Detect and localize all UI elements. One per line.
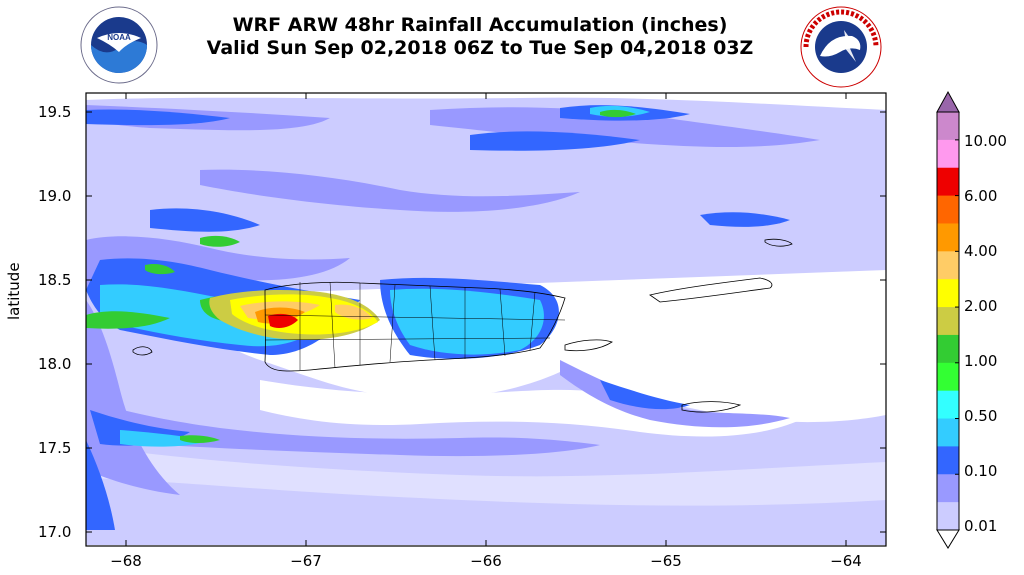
title-line-2: Valid Sun Sep 02,2018 06Z to Tue Sep 04,…	[206, 37, 754, 59]
y-tick-label: 19.0	[38, 187, 72, 205]
colorbar-extend-bottom	[936, 529, 960, 549]
colorbar-label: 6.00	[964, 187, 998, 205]
y-tick-label: 18.0	[38, 355, 72, 373]
y-tick-label: 19.5	[38, 103, 72, 121]
x-tick-label: −66	[470, 552, 502, 570]
x-tick-label: −64	[830, 552, 862, 570]
colorbar-segment	[937, 474, 959, 503]
colorbar-segment	[937, 334, 959, 364]
y-tick-label: 17.5	[38, 439, 72, 457]
vieques-outline	[564, 339, 613, 352]
colorbar-label: 4.00	[964, 242, 998, 260]
municipal-grid	[264, 281, 566, 370]
coastlines	[132, 238, 793, 413]
colorbar-segment	[937, 112, 959, 141]
colorbar-segment	[937, 502, 959, 531]
x-tick-marks	[125, 93, 847, 546]
colorbar-segment	[937, 446, 959, 475]
x-tick-label: −68	[110, 552, 142, 570]
colorbar-segment	[937, 418, 959, 447]
x-tick-label: −65	[650, 552, 682, 570]
virgin-islands-outline	[649, 277, 773, 303]
colorbar-label: 0.50	[964, 407, 998, 425]
colorbar-label: 0.01	[964, 517, 998, 535]
colorbar-segment	[937, 223, 959, 252]
y-axis-label: latitude	[5, 262, 23, 320]
colorbar-segment	[937, 139, 959, 169]
colorbar-segment	[937, 195, 959, 224]
colorbar-label: 1.00	[964, 352, 998, 370]
colorbar-segment	[937, 251, 959, 280]
anegada-outline	[764, 238, 793, 247]
colorbar-segment	[937, 279, 959, 308]
y-tick-label: 18.5	[38, 271, 72, 289]
map-title: WRF ARW 48hr Rainfall Accumulation (inch…	[180, 14, 780, 60]
title-line-1: WRF ARW 48hr Rainfall Accumulation (inch…	[232, 14, 728, 36]
colorbar-segment	[937, 362, 959, 392]
noaa-logo: NOAA	[80, 6, 158, 84]
colorbar	[936, 90, 960, 549]
x-tick-label: −67	[290, 552, 322, 570]
mona-outline	[132, 346, 153, 356]
nws-logo	[800, 6, 882, 88]
colorbar-label: 0.10	[964, 462, 998, 480]
y-tick-marks	[86, 111, 886, 533]
colorbar-segment	[937, 390, 959, 420]
puerto-rico-outline	[264, 281, 566, 372]
rainfall-band-6-0	[268, 313, 298, 328]
colorbar-segment	[937, 307, 959, 336]
colorbar-frame	[936, 111, 960, 531]
rainfall-field	[86, 93, 886, 546]
colorbar-segment	[937, 167, 959, 197]
colorbar-label: 2.00	[964, 297, 998, 315]
colorbar-label: 10.00	[964, 132, 1007, 150]
svg-text:NOAA: NOAA	[107, 33, 131, 42]
st-croix-outline	[681, 401, 742, 413]
y-tick-label: 17.0	[38, 523, 72, 541]
colorbar-extend-top	[936, 90, 960, 113]
